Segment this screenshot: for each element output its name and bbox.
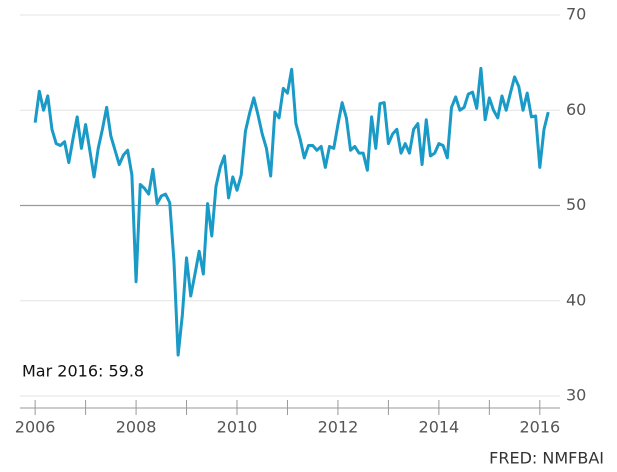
y-tick-label: 60 — [566, 100, 586, 119]
x-tick-label: 2008 — [116, 418, 157, 437]
y-tick-label: 70 — [566, 5, 586, 24]
data-line — [33, 66, 550, 357]
y-tick-label: 40 — [566, 290, 586, 309]
x-tick-label: 2006 — [15, 418, 56, 437]
annotation: Mar 2016: 59.8 — [22, 362, 144, 381]
source: FRED: NMFBAI — [489, 449, 604, 468]
x-tick-label: 2010 — [217, 418, 258, 437]
y-tick-label: 50 — [566, 195, 586, 214]
x-tick-label: 2014 — [419, 418, 460, 437]
y-tick-label: 30 — [566, 386, 586, 405]
x-tick-label: 2012 — [318, 418, 359, 437]
x-tick-label: 2016 — [519, 418, 560, 437]
